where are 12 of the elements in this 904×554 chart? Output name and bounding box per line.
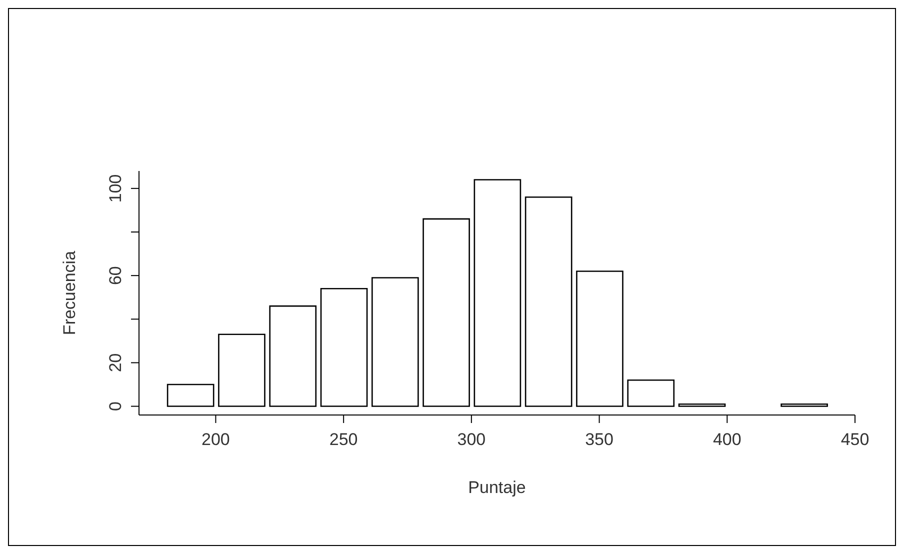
x-tick-label: 300	[457, 430, 486, 450]
y-tick-label: 100	[106, 174, 125, 203]
x-tick-label: 200	[202, 430, 230, 450]
x-tick-label: 450	[840, 430, 870, 450]
y-tick-label: 60	[106, 266, 125, 286]
y-tick-label: 0	[106, 402, 125, 412]
x-axis-title: Puntaje	[468, 478, 526, 497]
x-tick-label: 250	[329, 430, 358, 450]
x-tick-label: 400	[712, 430, 742, 450]
x-tick-label: 350	[585, 430, 614, 450]
y-tick-label: 20	[106, 353, 125, 372]
y-axis-title: Frecuencia	[60, 250, 80, 336]
